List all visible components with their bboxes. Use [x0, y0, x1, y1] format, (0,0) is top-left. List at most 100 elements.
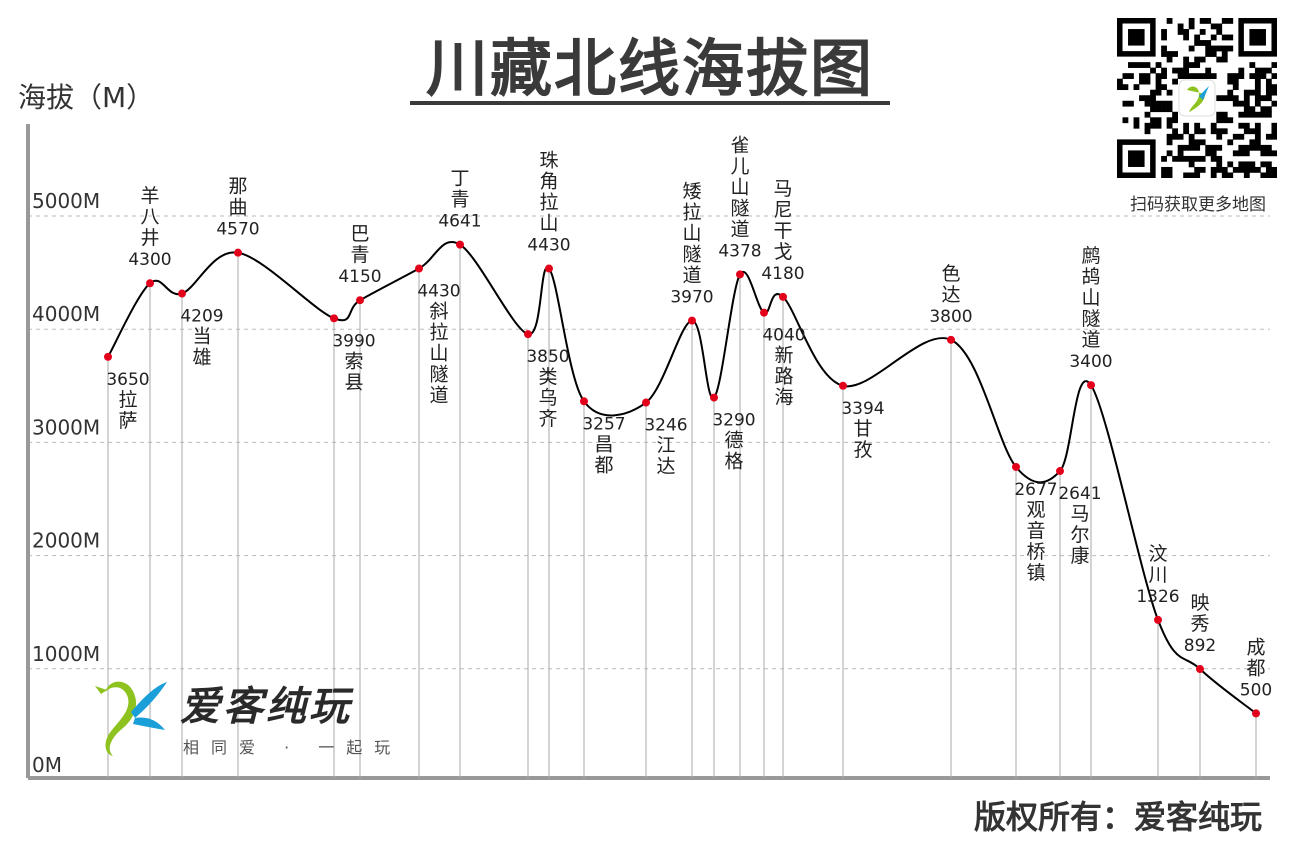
station-name-char: 青	[350, 244, 369, 266]
data-label: 4180	[761, 264, 804, 284]
data-point	[415, 264, 423, 273]
station-name-char: 映	[1190, 592, 1209, 614]
data-label: 4150	[338, 267, 381, 287]
y-tick-label: 4000M	[32, 302, 100, 326]
data-point	[356, 296, 364, 305]
data-point	[104, 352, 112, 361]
data-label: 3257	[582, 414, 625, 434]
station-name-char: 干	[773, 220, 792, 242]
station-name-char: 尼	[773, 199, 792, 221]
station-name-char: 马	[773, 178, 792, 200]
station-name-char: 道	[730, 218, 749, 240]
station-name-char: 羊	[140, 185, 159, 207]
station-name-char: 山	[1081, 287, 1100, 309]
data-point	[1196, 665, 1204, 674]
station-label-group: 892 映秀	[1184, 592, 1216, 656]
data-point	[580, 397, 588, 406]
station-name-char: 雀	[730, 134, 749, 156]
data-label: 2677	[1014, 480, 1057, 500]
data-label: 3400	[1069, 352, 1112, 372]
station-name-char: 当	[192, 326, 211, 348]
qr-caption: 扫码获取更多地图	[1130, 195, 1266, 215]
data-point	[1154, 615, 1162, 624]
y-tick-label: 2000M	[32, 529, 100, 553]
data-label: 4641	[438, 212, 481, 232]
data-point	[330, 314, 338, 323]
y-tick-label: 0M	[32, 753, 62, 777]
data-point	[710, 393, 718, 402]
data-label: 4430	[417, 282, 460, 302]
station-name-char: 甘	[853, 418, 872, 440]
station-name-char: 川	[1148, 564, 1167, 586]
station-name-char: 音	[1026, 520, 1045, 542]
station-name-char: 那	[228, 176, 247, 198]
station-label-group: 500 成都	[1240, 636, 1272, 700]
station-name-char: 隧	[429, 364, 448, 386]
y-axis-label: 海拔（M）	[18, 81, 155, 114]
series-line-elevation	[107, 241, 1257, 715]
station-name-char: 戈	[773, 241, 792, 263]
data-label: 3800	[929, 307, 972, 327]
data-point	[839, 381, 847, 390]
data-point	[1252, 709, 1260, 718]
station-name-char: 海	[774, 387, 793, 409]
data-point	[545, 264, 553, 273]
station-name-char: 儿	[730, 155, 749, 177]
station-label-group: 4570 那曲	[216, 176, 259, 240]
station-name-char: 江	[656, 435, 675, 457]
data-point	[688, 316, 696, 325]
station-name-char: 齐	[538, 408, 557, 430]
station-name-char: 井	[140, 227, 159, 249]
data-label: 3394	[841, 399, 884, 419]
data-label: 4430	[527, 236, 570, 256]
station-name-char: 巴	[350, 223, 369, 245]
data-label: 892	[1184, 636, 1216, 656]
brand-logo: 爱客纯玩 相同爱 · 一起玩	[95, 672, 405, 762]
brand-name: 爱客纯玩	[180, 684, 352, 730]
data-point	[1012, 462, 1020, 471]
station-name-char: 角	[539, 171, 558, 193]
station-name-char: 孜	[853, 439, 872, 461]
data-label: 4378	[718, 241, 761, 261]
y-tick-label: 3000M	[32, 415, 100, 439]
data-label: 3246	[644, 416, 687, 436]
station-name-char: 道	[682, 265, 701, 287]
station-name-char: 桥	[1026, 541, 1045, 563]
station-name-char: 道	[429, 385, 448, 407]
data-label: 3970	[670, 288, 713, 308]
station-name-char: 萨	[118, 410, 137, 432]
data-label: 3850	[526, 347, 569, 367]
station-name-char: 鸪	[1081, 266, 1100, 288]
station-name-char: 类	[538, 366, 557, 388]
station-name-char: 隧	[730, 197, 749, 219]
station-name-char: 成	[1246, 636, 1265, 658]
data-label: 3290	[712, 411, 755, 431]
station-name-char: 拉	[682, 202, 701, 224]
station-name-char: 珠	[539, 150, 558, 172]
station-name-char: 山	[429, 343, 448, 365]
station-label-group: 4300 羊八井	[128, 185, 171, 270]
data-label: 4300	[128, 250, 171, 270]
data-label: 4209	[180, 307, 223, 327]
station-name-char: 隧	[682, 244, 701, 266]
station-name-char: 丁	[450, 168, 469, 190]
station-name-char: 路	[774, 366, 793, 388]
qr-code-icon[interactable]	[1117, 18, 1277, 178]
station-name-char: 乌	[538, 387, 557, 409]
data-point	[779, 292, 787, 301]
station-name-char: 山	[539, 213, 558, 235]
station-label-group: 3800 色达	[929, 263, 972, 327]
data-point	[642, 398, 650, 407]
